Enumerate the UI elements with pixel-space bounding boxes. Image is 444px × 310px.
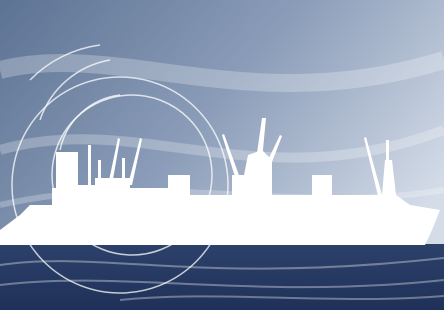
sea <box>0 244 444 310</box>
ship-graphic <box>0 0 444 310</box>
page: (() => { const data = JSON.parse(documen… <box>0 0 444 310</box>
